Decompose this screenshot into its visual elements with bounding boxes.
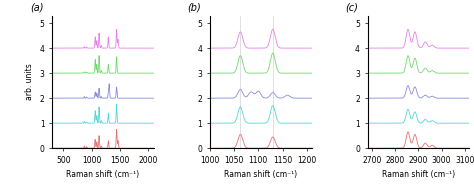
Text: (a): (a) (30, 3, 43, 13)
X-axis label: Raman shift (cm⁻¹): Raman shift (cm⁻¹) (66, 170, 139, 179)
Text: (c): (c) (345, 3, 358, 13)
Text: (b): (b) (187, 3, 201, 13)
X-axis label: Raman shift (cm⁻¹): Raman shift (cm⁻¹) (224, 170, 297, 179)
X-axis label: Raman shift (cm⁻¹): Raman shift (cm⁻¹) (382, 170, 455, 179)
Y-axis label: arb. units: arb. units (25, 64, 34, 100)
